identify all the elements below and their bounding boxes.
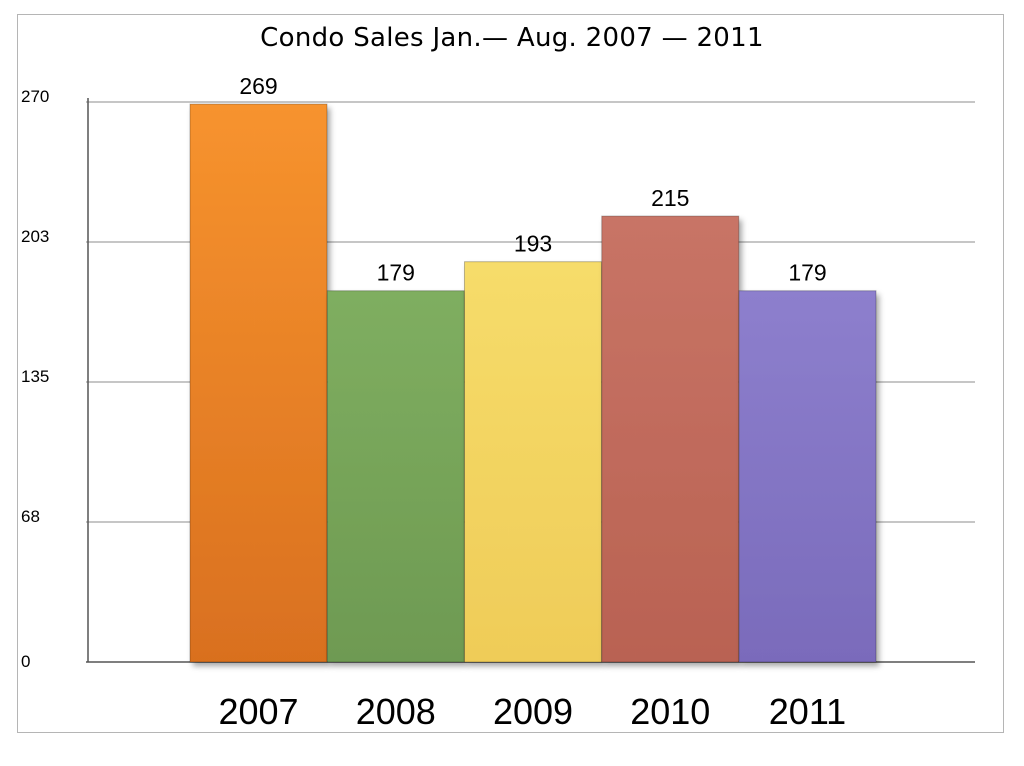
chart-title: Condo Sales Jan.— Aug. 2007 — 2011: [260, 23, 764, 53]
bar-2011: [738, 290, 877, 663]
x-category-label: 2009: [493, 691, 573, 732]
x-category-label: 2008: [356, 691, 436, 732]
x-axis-categories: 2007 2008 2009 2010 2011: [218, 691, 846, 732]
y-tick-label: 270: [21, 87, 49, 106]
y-tick-label: 203: [21, 227, 49, 246]
data-label: 193: [514, 231, 552, 257]
y-axis-ticks: 0 68 135 203 270: [21, 87, 49, 671]
data-labels: 269 179 193 215 179: [239, 73, 826, 286]
data-label: 179: [377, 260, 415, 286]
y-tick-label: 0: [21, 652, 30, 671]
x-category-label: 2010: [630, 691, 710, 732]
y-tick-label: 68: [21, 507, 40, 526]
data-label: 215: [651, 185, 689, 211]
bars: [189, 103, 877, 663]
x-category-label: 2011: [769, 691, 846, 732]
data-label: 269: [239, 73, 277, 99]
bar-2009: [464, 261, 602, 663]
bar-2007: [189, 103, 328, 663]
bar-2010: [601, 215, 740, 663]
bar-2008: [326, 290, 465, 663]
y-tick-label: 135: [21, 367, 49, 386]
x-category-label: 2007: [218, 691, 298, 732]
data-label: 179: [788, 260, 826, 286]
